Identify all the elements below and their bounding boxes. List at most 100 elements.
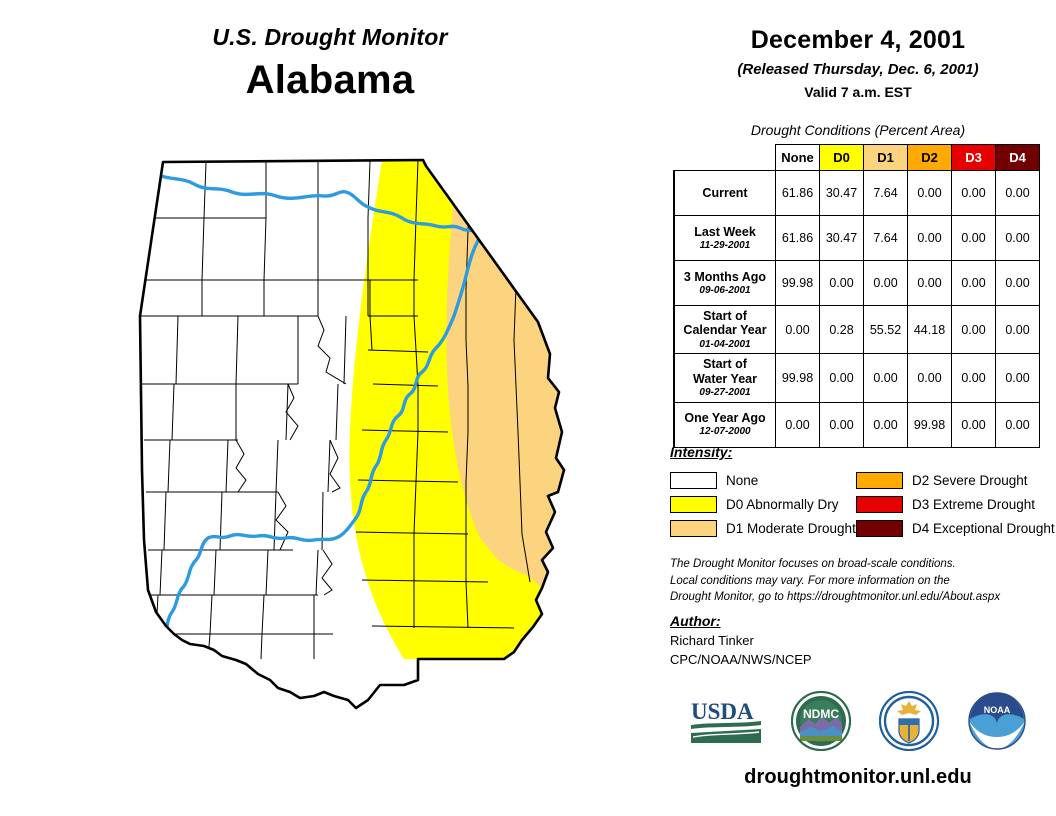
cell-oneyear-none: 0.00 xyxy=(775,401,820,448)
row-label-start-calendar-year: Start of Calendar Year 01-04-2001 xyxy=(673,304,776,355)
row-label-date: 11-29-2001 xyxy=(699,239,751,251)
table-row: 3 Months Ago 09-06-2001 99.98 0.00 0.00 … xyxy=(673,260,1040,306)
release-date: December 4, 2001 xyxy=(750,26,966,54)
svg-text:USDA: USDA xyxy=(691,699,754,724)
row-label-current: Current xyxy=(673,170,776,216)
cell-3months-d0: 0.00 xyxy=(819,260,864,306)
legend-item-d2: D2 Severe Drought xyxy=(856,471,1056,489)
row-label-date: 09-06-2001 xyxy=(699,284,751,296)
disclaimer-line-2: Local conditions may vary. For more info… xyxy=(670,574,950,587)
row-label-one-year-ago: One Year Ago 12-07-2000 xyxy=(673,401,776,448)
map-title-block: U.S. Drought Monitor Alabama xyxy=(0,24,660,103)
legend-item-d3: D3 Extreme Drought xyxy=(856,495,1056,513)
cell-wateryear-d0: 0.00 xyxy=(819,353,864,403)
cell-oneyear-d2: 99.98 xyxy=(907,401,952,448)
swatch-d4-icon xyxy=(856,519,903,537)
legend-grid: None D2 Severe Drought D0 Abnormally Dry… xyxy=(670,468,1056,540)
cell-calyear-d2: 44.18 xyxy=(907,304,952,355)
cell-3months-d3: 0.00 xyxy=(951,260,996,306)
usda-logo: USDA xyxy=(689,695,763,752)
cell-wateryear-d3: 0.00 xyxy=(951,353,996,403)
table-row: Start of Calendar Year 01-04-2001 0.00 0… xyxy=(673,304,1040,355)
map-supertitle: U.S. Drought Monitor xyxy=(212,24,448,50)
cell-calyear-none: 0.00 xyxy=(775,304,820,355)
swatch-d1-icon xyxy=(670,519,717,537)
table-row: Last Week 11-29-2001 61.86 30.47 7.64 0.… xyxy=(673,215,1040,261)
legend-label-d4: D4 Exceptional Drought xyxy=(912,520,1055,536)
row-label-text: One Year Ago xyxy=(684,411,766,426)
swatch-d0-icon xyxy=(670,495,717,513)
column-header-none: None xyxy=(775,144,820,171)
disclaimer-line-1: The Drought Monitor focuses on broad-sca… xyxy=(670,558,956,570)
cell-3months-d4: 0.00 xyxy=(995,260,1040,306)
author-block: Author: Richard Tinker CPC/NOAA/NWS/NCEP xyxy=(670,613,1050,667)
table-header-row: None D0 D1 D2 D3 D4 xyxy=(674,144,1040,171)
row-label-text: 3 Months Ago xyxy=(683,269,767,284)
cell-current-d1: 7.64 xyxy=(863,170,908,216)
cell-wateryear-d1: 0.00 xyxy=(863,353,908,403)
cell-wateryear-none: 99.98 xyxy=(775,353,820,403)
row-label-date: 01-04-2001 xyxy=(699,338,751,350)
table-row: One Year Ago 12-07-2000 0.00 0.00 0.00 9… xyxy=(673,401,1040,448)
cell-calyear-d3: 0.00 xyxy=(951,304,996,355)
table-corner-cell xyxy=(674,145,776,171)
row-label-text: Last Week xyxy=(694,224,756,239)
author-affiliation: CPC/NOAA/NWS/NCEP xyxy=(670,652,812,667)
cell-lastweek-d2: 0.00 xyxy=(907,215,952,261)
d1-region xyxy=(446,198,564,588)
intensity-legend: Intensity: None D2 Severe Drought D0 Abn… xyxy=(670,444,1056,540)
legend-label-d0: D0 Abnormally Dry xyxy=(726,496,839,512)
column-header-d0: D0 xyxy=(819,144,864,171)
valid-line: Valid 7 a.m. EST xyxy=(804,84,912,100)
column-header-d2: D2 xyxy=(907,144,952,171)
legend-label-d3: D3 Extreme Drought xyxy=(912,496,1036,512)
swatch-d2-icon xyxy=(856,471,903,489)
row-label-date: 09-27-2001 xyxy=(699,387,751,398)
swatch-none-icon xyxy=(670,471,717,489)
header-block: December 4, 2001 (Released Thursday, Dec… xyxy=(660,26,1056,100)
disclaimer: The Drought Monitor focuses on broad-sca… xyxy=(670,556,1050,606)
svg-text:NDMC: NDMC xyxy=(803,707,839,721)
cell-lastweek-d4: 0.00 xyxy=(995,215,1040,261)
row-label-date: 12-07-2000 xyxy=(699,426,751,438)
row-label-text-line1: Start of xyxy=(703,309,747,323)
page-title: Alabama xyxy=(245,58,415,102)
alabama-drought-map[interactable] xyxy=(118,140,588,720)
cell-wateryear-d4: 0.00 xyxy=(995,353,1040,403)
svg-text:NOAA: NOAA xyxy=(984,705,1011,715)
legend-item-d1: D1 Moderate Drought xyxy=(670,519,856,537)
row-label-text-line2: Calendar Year xyxy=(683,323,767,338)
cell-oneyear-d4: 0.00 xyxy=(995,401,1040,448)
info-panel: December 4, 2001 (Released Thursday, Dec… xyxy=(660,0,1056,816)
map-panel: U.S. Drought Monitor Alabama xyxy=(0,24,660,720)
legend-item-d4: D4 Exceptional Drought xyxy=(856,519,1056,537)
site-url[interactable]: droughtmonitor.unl.edu xyxy=(744,766,972,788)
legend-item-d0: D0 Abnormally Dry xyxy=(670,495,856,513)
cell-current-none: 61.86 xyxy=(775,170,820,216)
cell-wateryear-d2: 0.00 xyxy=(907,353,952,403)
table-caption: Drought Conditions (Percent Area) xyxy=(750,122,966,138)
table-row: Start of Water Year 09-27-2001 99.98 0.0… xyxy=(673,353,1040,403)
cell-current-d3: 0.00 xyxy=(951,170,996,216)
cell-lastweek-d1: 7.64 xyxy=(863,215,908,261)
row-label-text-line2: Water Year xyxy=(693,371,757,386)
cell-calyear-d0: 0.28 xyxy=(819,304,864,355)
ndmc-logo: NDMC xyxy=(791,690,851,756)
row-label-text-line1: Start of xyxy=(703,357,747,372)
cell-oneyear-d3: 0.00 xyxy=(951,401,996,448)
swatch-d3-icon xyxy=(856,495,903,513)
table-row: Current 61.86 30.47 7.64 0.00 0.00 0.00 xyxy=(673,170,1040,216)
legend-label-d1: D1 Moderate Drought xyxy=(726,520,856,536)
legend-item-none: None xyxy=(670,471,856,489)
cell-current-d0: 30.47 xyxy=(819,170,864,216)
intensity-title: Intensity: xyxy=(670,444,733,460)
row-label-3-months-ago: 3 Months Ago 09-06-2001 xyxy=(673,260,776,306)
cell-current-d4: 0.00 xyxy=(995,170,1040,216)
cell-3months-d1: 0.00 xyxy=(863,260,908,306)
cell-3months-d2: 0.00 xyxy=(907,260,952,306)
row-label-start-water-year: Start of Water Year 09-27-2001 xyxy=(673,353,776,403)
legend-label-none: None xyxy=(726,472,759,488)
released-line: (Released Thursday, Dec. 6, 2001) xyxy=(737,61,979,78)
cell-3months-none: 99.98 xyxy=(775,260,820,306)
